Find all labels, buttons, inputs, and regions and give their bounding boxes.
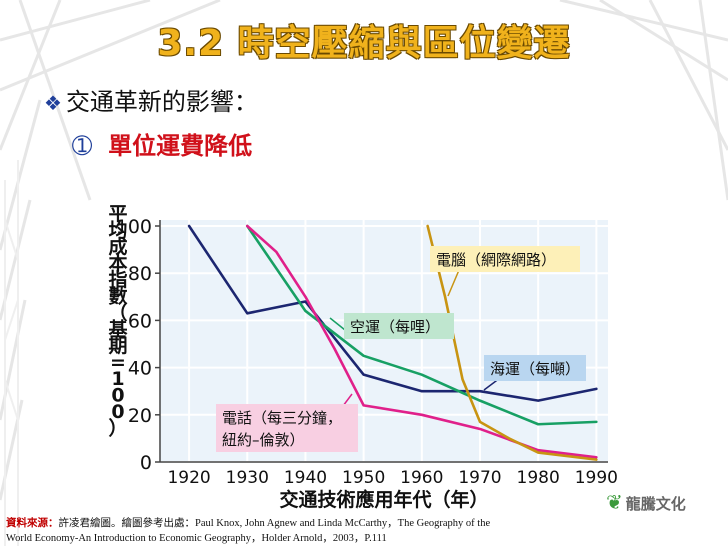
source-label: 資料來源： <box>6 518 59 529</box>
x-tick-label: 1950 <box>342 468 385 488</box>
label-phone-text: 電話（每三分鐘， <box>222 409 342 427</box>
label-sea-text: 海運（每噸） <box>490 360 580 378</box>
bullet-traffic-innovation: ❖ 交通革新的影響： <box>44 82 258 117</box>
logo-text: 龍騰文化 <box>625 495 686 513</box>
y-tick-label: 40 <box>128 358 152 380</box>
slide-title: 3.2 時空壓縮與區位變遷 <box>157 23 571 64</box>
label-computer-text: 電腦（網際網路） <box>436 251 556 269</box>
x-tick-label: 1940 <box>284 468 327 488</box>
bullet-text: 交通革新的影響： <box>65 88 258 116</box>
series-line-0 <box>187 224 598 402</box>
x-tick-label: 1990 <box>575 468 618 488</box>
x-tick-label: 1960 <box>400 468 443 488</box>
label-air-text: 空運（每哩） <box>350 318 440 336</box>
y-axis-label-char: 0 <box>111 401 124 423</box>
sub-bullet-cost-reduction: ➀ 單位運費降低 <box>72 126 252 161</box>
y-axis-label-char: = <box>110 352 126 374</box>
label-phone-text: 紐約–倫敦） <box>222 431 305 449</box>
y-axis-label-char: 0 <box>111 385 124 407</box>
label-sea-box <box>484 355 586 381</box>
y-axis-label-char: 數 <box>108 286 127 308</box>
label-phone-box <box>216 404 358 452</box>
series-line-1 <box>245 224 598 426</box>
y-tick-label: 60 <box>128 310 152 332</box>
y-axis-label-char: 成 <box>108 235 127 258</box>
x-tick-label: 1930 <box>226 468 269 488</box>
y-axis-label-char: 基 <box>107 318 128 341</box>
label-computer-box <box>430 246 580 272</box>
y-axis-label-char: ） <box>108 417 127 440</box>
source-line-1: 許凌君繪圖。繪圖參考出處：Paul Knox, John Agnew and L… <box>58 518 491 529</box>
source-line-2: World Economy-An Introduction to Economi… <box>6 533 387 544</box>
x-tick-label: 1970 <box>458 468 501 488</box>
circled-one-icon: ➀ <box>72 132 93 160</box>
y-axis-label-char: 指 <box>108 269 127 291</box>
y-axis-label-char: 平 <box>108 203 127 225</box>
y-axis-label-char: 本 <box>108 252 127 275</box>
y-axis-label-char: 1 <box>111 368 124 390</box>
source-citation: 資料來源：許凌君繪圖。繪圖參考出處：Paul Knox, John Agnew … <box>6 516 490 546</box>
logo-mark-icon: ❦ <box>606 490 623 514</box>
y-axis-label-char: 期 <box>108 335 127 357</box>
y-tick-label: 20 <box>128 405 152 427</box>
y-axis-label-char: 均 <box>108 219 127 242</box>
x-tick-label: 1980 <box>517 468 560 488</box>
y-axis-label-char: （ <box>108 301 127 324</box>
publisher-logo: ❦ 龍騰文化 <box>606 490 686 514</box>
x-axis-label: 交通技術應用年代（年） <box>279 488 488 511</box>
diamond-bullet-icon: ❖ <box>44 91 62 115</box>
y-tick-label: 100 <box>116 216 152 238</box>
sub-bullet-text: 單位運費降低 <box>108 132 253 160</box>
label-air-box <box>344 313 454 339</box>
x-tick-label: 1920 <box>167 468 210 488</box>
y-tick-label: 0 <box>140 452 152 474</box>
y-axis-label: 平均成本指數（基期= 1 0 0） <box>107 203 128 440</box>
series-line-3 <box>426 224 598 461</box>
y-tick-label: 80 <box>128 263 152 285</box>
